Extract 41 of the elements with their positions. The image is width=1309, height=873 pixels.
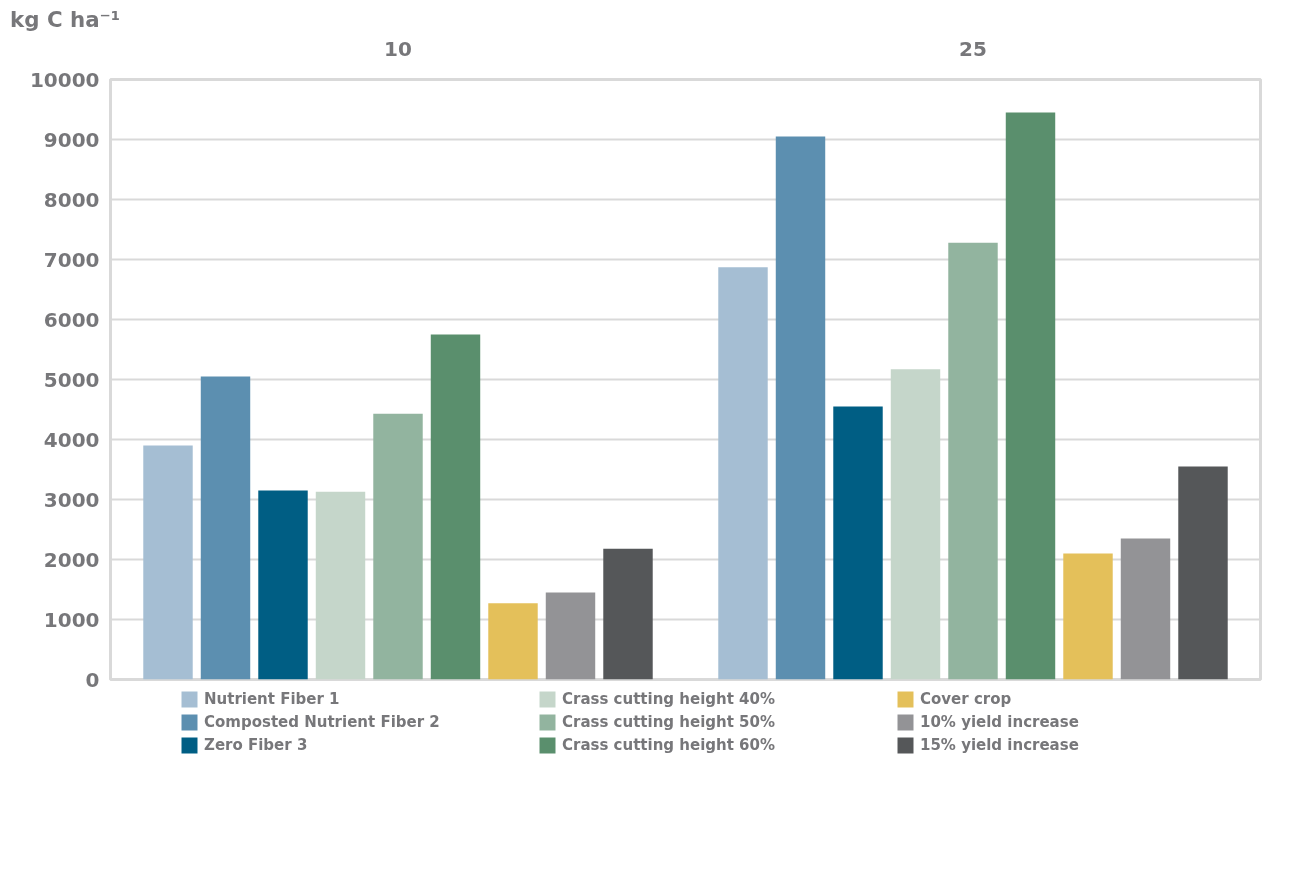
bar — [1120, 538, 1171, 680]
legend-label: Composted Nutrient Fiber 2 — [204, 713, 441, 731]
y-tick-label: 9000 — [43, 127, 100, 152]
x-tick-label: 10 — [384, 36, 412, 61]
y-tick-label: 0 — [85, 667, 100, 692]
y-axis-title: kg C ha⁻¹ — [10, 6, 121, 34]
bar — [948, 242, 998, 680]
bar — [1178, 466, 1228, 680]
legend-label: Crass cutting height 50% — [562, 713, 776, 731]
legend-label: Zero Fiber 3 — [204, 736, 309, 754]
bar — [545, 592, 596, 680]
y-tick-label: 7000 — [43, 247, 100, 272]
legend-label: Cover crop — [920, 690, 1013, 708]
legend-label: Crass cutting height 60% — [562, 736, 776, 754]
bar — [430, 334, 481, 680]
bar — [315, 491, 366, 680]
y-tick-label: 8000 — [43, 187, 100, 212]
bar — [488, 603, 538, 680]
bar — [373, 413, 423, 680]
bar — [775, 136, 826, 680]
bar — [890, 369, 941, 680]
bar — [1005, 112, 1056, 680]
bar — [200, 376, 251, 680]
y-tick-label: 6000 — [43, 307, 100, 332]
legend-label: 15% yield increase — [920, 736, 1080, 754]
y-tick-label: 2000 — [43, 547, 100, 572]
legend-label: Nutrient Fiber 1 — [204, 690, 341, 708]
legend-label: Crass cutting height 40% — [562, 690, 776, 708]
y-tick-label: 10000 — [29, 67, 100, 92]
bar — [833, 406, 883, 680]
x-tick-label: 25 — [959, 36, 987, 61]
bar — [143, 445, 193, 680]
y-tick-label: 1000 — [43, 607, 100, 632]
bar — [718, 267, 768, 680]
legend-label: 10% yield increase — [920, 713, 1080, 731]
y-tick-label: 3000 — [43, 487, 100, 512]
bar — [603, 548, 653, 680]
bar — [1063, 553, 1113, 680]
bar — [258, 490, 308, 680]
y-tick-label: 4000 — [43, 427, 100, 452]
y-tick-label: 5000 — [43, 367, 100, 392]
